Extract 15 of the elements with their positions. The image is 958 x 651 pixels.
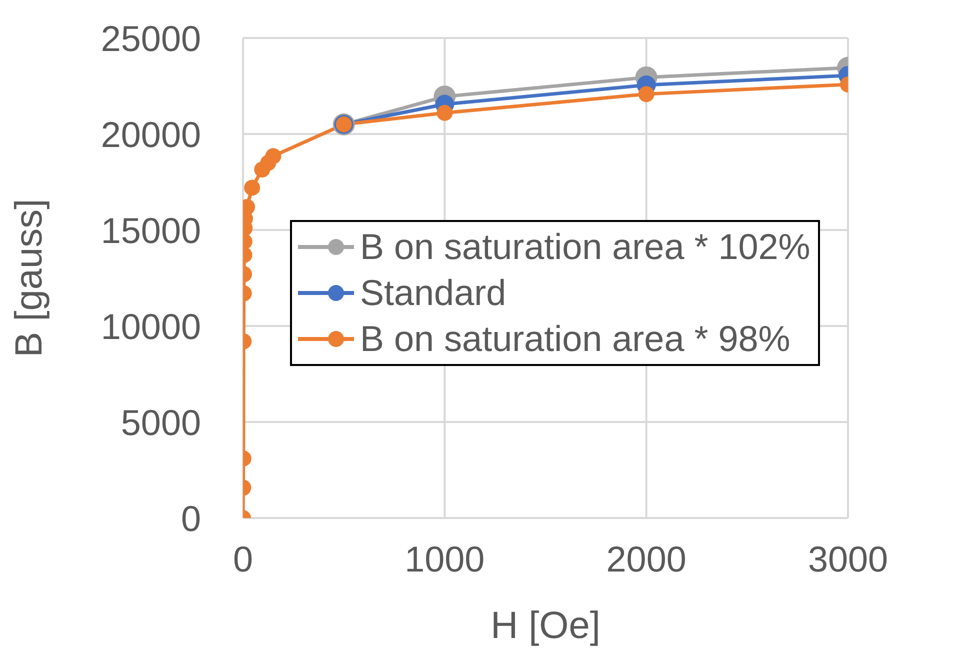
y-tick-label: 10000	[100, 306, 201, 347]
x-tick-label: 0	[232, 538, 254, 580]
y-tick-label: 5000	[120, 402, 201, 443]
y-axis-title: B [gauss]	[8, 198, 50, 358]
x-tick-label: 3000	[808, 538, 888, 580]
y-tick-label: 20000	[100, 114, 201, 155]
y-tick-label: 15000	[100, 210, 201, 251]
legend-label: B on saturation area * 102%	[360, 225, 810, 269]
x-tick-label: 1000	[404, 538, 485, 580]
legend-label: B on saturation area * 98%	[360, 317, 790, 361]
y-tick-label: 0	[180, 498, 201, 539]
x-axis-title: H [Oe]	[490, 605, 600, 647]
x-tick-label: 2000	[606, 538, 686, 580]
legend-label: Standard	[360, 271, 506, 315]
y-tick-label: 25000	[100, 18, 201, 59]
